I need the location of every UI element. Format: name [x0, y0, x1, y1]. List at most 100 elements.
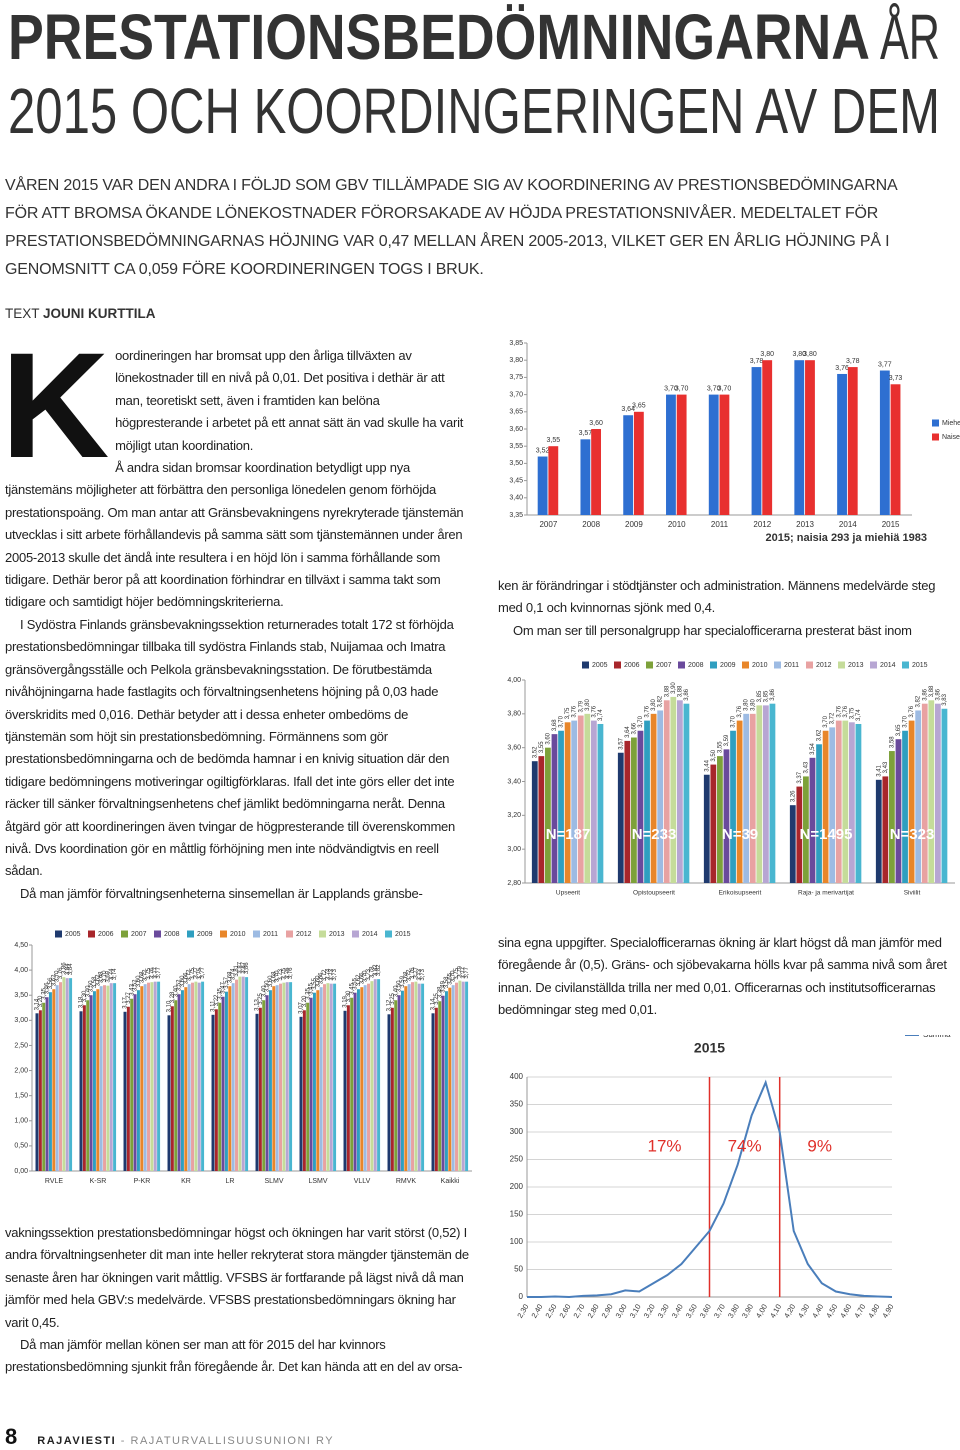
- line-series: [527, 1079, 893, 1299]
- bar: [241, 976, 245, 1171]
- data-label: 3,55: [539, 741, 545, 753]
- data-label: 3,68: [403, 971, 409, 983]
- y-tick-label: 4,50: [14, 942, 28, 949]
- data-label: 3,88: [664, 685, 670, 697]
- bar: [644, 720, 650, 883]
- data-label: 3,52: [532, 746, 538, 758]
- bar: [756, 705, 763, 883]
- bar: [633, 411, 644, 515]
- data-label: 3,57: [224, 976, 230, 988]
- bar: [309, 997, 313, 1171]
- data-label: 3,14: [431, 998, 437, 1010]
- bar: [723, 749, 730, 883]
- bar: [736, 720, 743, 883]
- legend-swatch: [678, 661, 685, 669]
- legend-label: 2011: [784, 662, 799, 669]
- annotation: N=233: [632, 826, 677, 843]
- bar: [390, 1007, 394, 1171]
- x-tick-label: 2,40: [529, 1302, 544, 1319]
- data-label: 3,77: [464, 966, 470, 978]
- bar: [545, 747, 551, 883]
- data-label: 3,47: [221, 981, 227, 993]
- bar: [617, 752, 624, 883]
- legend-swatch: [646, 661, 653, 669]
- data-label: 3,62: [356, 974, 362, 986]
- bar: [231, 983, 235, 1171]
- bar: [184, 987, 188, 1171]
- data-label: 3,65: [632, 403, 646, 410]
- bar: [431, 1013, 435, 1171]
- paragraph: I Sydöstra Finlands gränsbevakningssekti…: [5, 616, 455, 879]
- y-tick-label: 3,80: [507, 711, 521, 718]
- data-label: 3,76: [835, 365, 849, 372]
- data-label: 3,35: [41, 987, 47, 999]
- legend-swatch: [838, 661, 845, 669]
- annotation: 9%: [807, 1136, 832, 1155]
- data-label: 3,58: [889, 736, 895, 748]
- bar: [150, 982, 154, 1171]
- y-tick-label: 300: [510, 1127, 524, 1136]
- data-label: 3,80: [744, 698, 750, 710]
- bar: [167, 1015, 171, 1171]
- y-tick-label: 3,75: [509, 374, 523, 381]
- data-label: 3,73: [420, 968, 426, 980]
- bar: [48, 992, 52, 1171]
- data-label: 3,70: [275, 970, 281, 982]
- data-label: 3,54: [810, 742, 816, 754]
- bar: [842, 720, 849, 883]
- data-label: 3,80: [760, 351, 774, 358]
- y-tick-label: 3,20: [507, 812, 521, 819]
- data-label: 3,72: [187, 969, 193, 981]
- bar: [434, 1007, 438, 1171]
- bar: [82, 1005, 86, 1171]
- data-label: 3,73: [417, 968, 423, 980]
- bar: [789, 805, 796, 883]
- bar: [62, 977, 66, 1171]
- data-label: 3,65: [447, 972, 453, 984]
- y-tick-label: 3,55: [509, 443, 523, 450]
- legend-swatch: [806, 661, 813, 669]
- caption: 2015; naisia 293 ja miehiä 1983: [766, 532, 927, 544]
- bar: [289, 982, 293, 1171]
- data-label: 3,72: [143, 969, 149, 981]
- x-tick-label: 2,90: [600, 1302, 615, 1319]
- bar: [455, 982, 458, 1171]
- bar: [133, 994, 137, 1171]
- data-label: 3,83: [942, 693, 948, 705]
- byline-author: JOUNI KURTTILA: [43, 306, 156, 321]
- paragraph: Om man ser till personalgrupp har specia…: [513, 622, 912, 638]
- bar: [537, 456, 548, 515]
- data-label: 3,66: [183, 972, 189, 984]
- bar: [666, 394, 676, 515]
- data-label: 3,50: [265, 980, 271, 992]
- y-tick-label: 0,50: [14, 1143, 28, 1150]
- data-label: 3,74: [109, 968, 115, 980]
- x-tick-label: 3,90: [740, 1302, 755, 1319]
- bar: [404, 986, 408, 1171]
- data-label: 3,13: [255, 998, 261, 1010]
- data-label: 3,57: [618, 737, 624, 749]
- bar: [285, 982, 289, 1171]
- data-label: 3,69: [105, 970, 111, 982]
- bar: [928, 700, 935, 883]
- data-label: 3,66: [319, 972, 325, 984]
- data-label: 3,20: [38, 995, 44, 1007]
- data-label: 3,72: [830, 712, 836, 724]
- data-label: 3,77: [200, 966, 206, 978]
- y-tick-label: 0: [519, 1292, 524, 1301]
- bar: [577, 715, 584, 883]
- y-tick-label: 0,00: [14, 1168, 28, 1175]
- data-label: 3,76: [58, 967, 64, 979]
- bar: [803, 776, 809, 883]
- bar: [258, 1007, 262, 1171]
- y-tick-label: 400: [510, 1072, 524, 1081]
- bar: [548, 446, 559, 515]
- legend-label: 2015: [912, 662, 928, 669]
- bar: [411, 982, 414, 1171]
- data-label: 3,43: [129, 983, 135, 995]
- x-tick-label: 3,80: [726, 1302, 741, 1319]
- legend-label: 2009: [720, 662, 736, 669]
- byline-label: TEXT: [5, 306, 40, 321]
- y-tick-label: 2,80: [507, 880, 521, 887]
- bar: [717, 756, 723, 883]
